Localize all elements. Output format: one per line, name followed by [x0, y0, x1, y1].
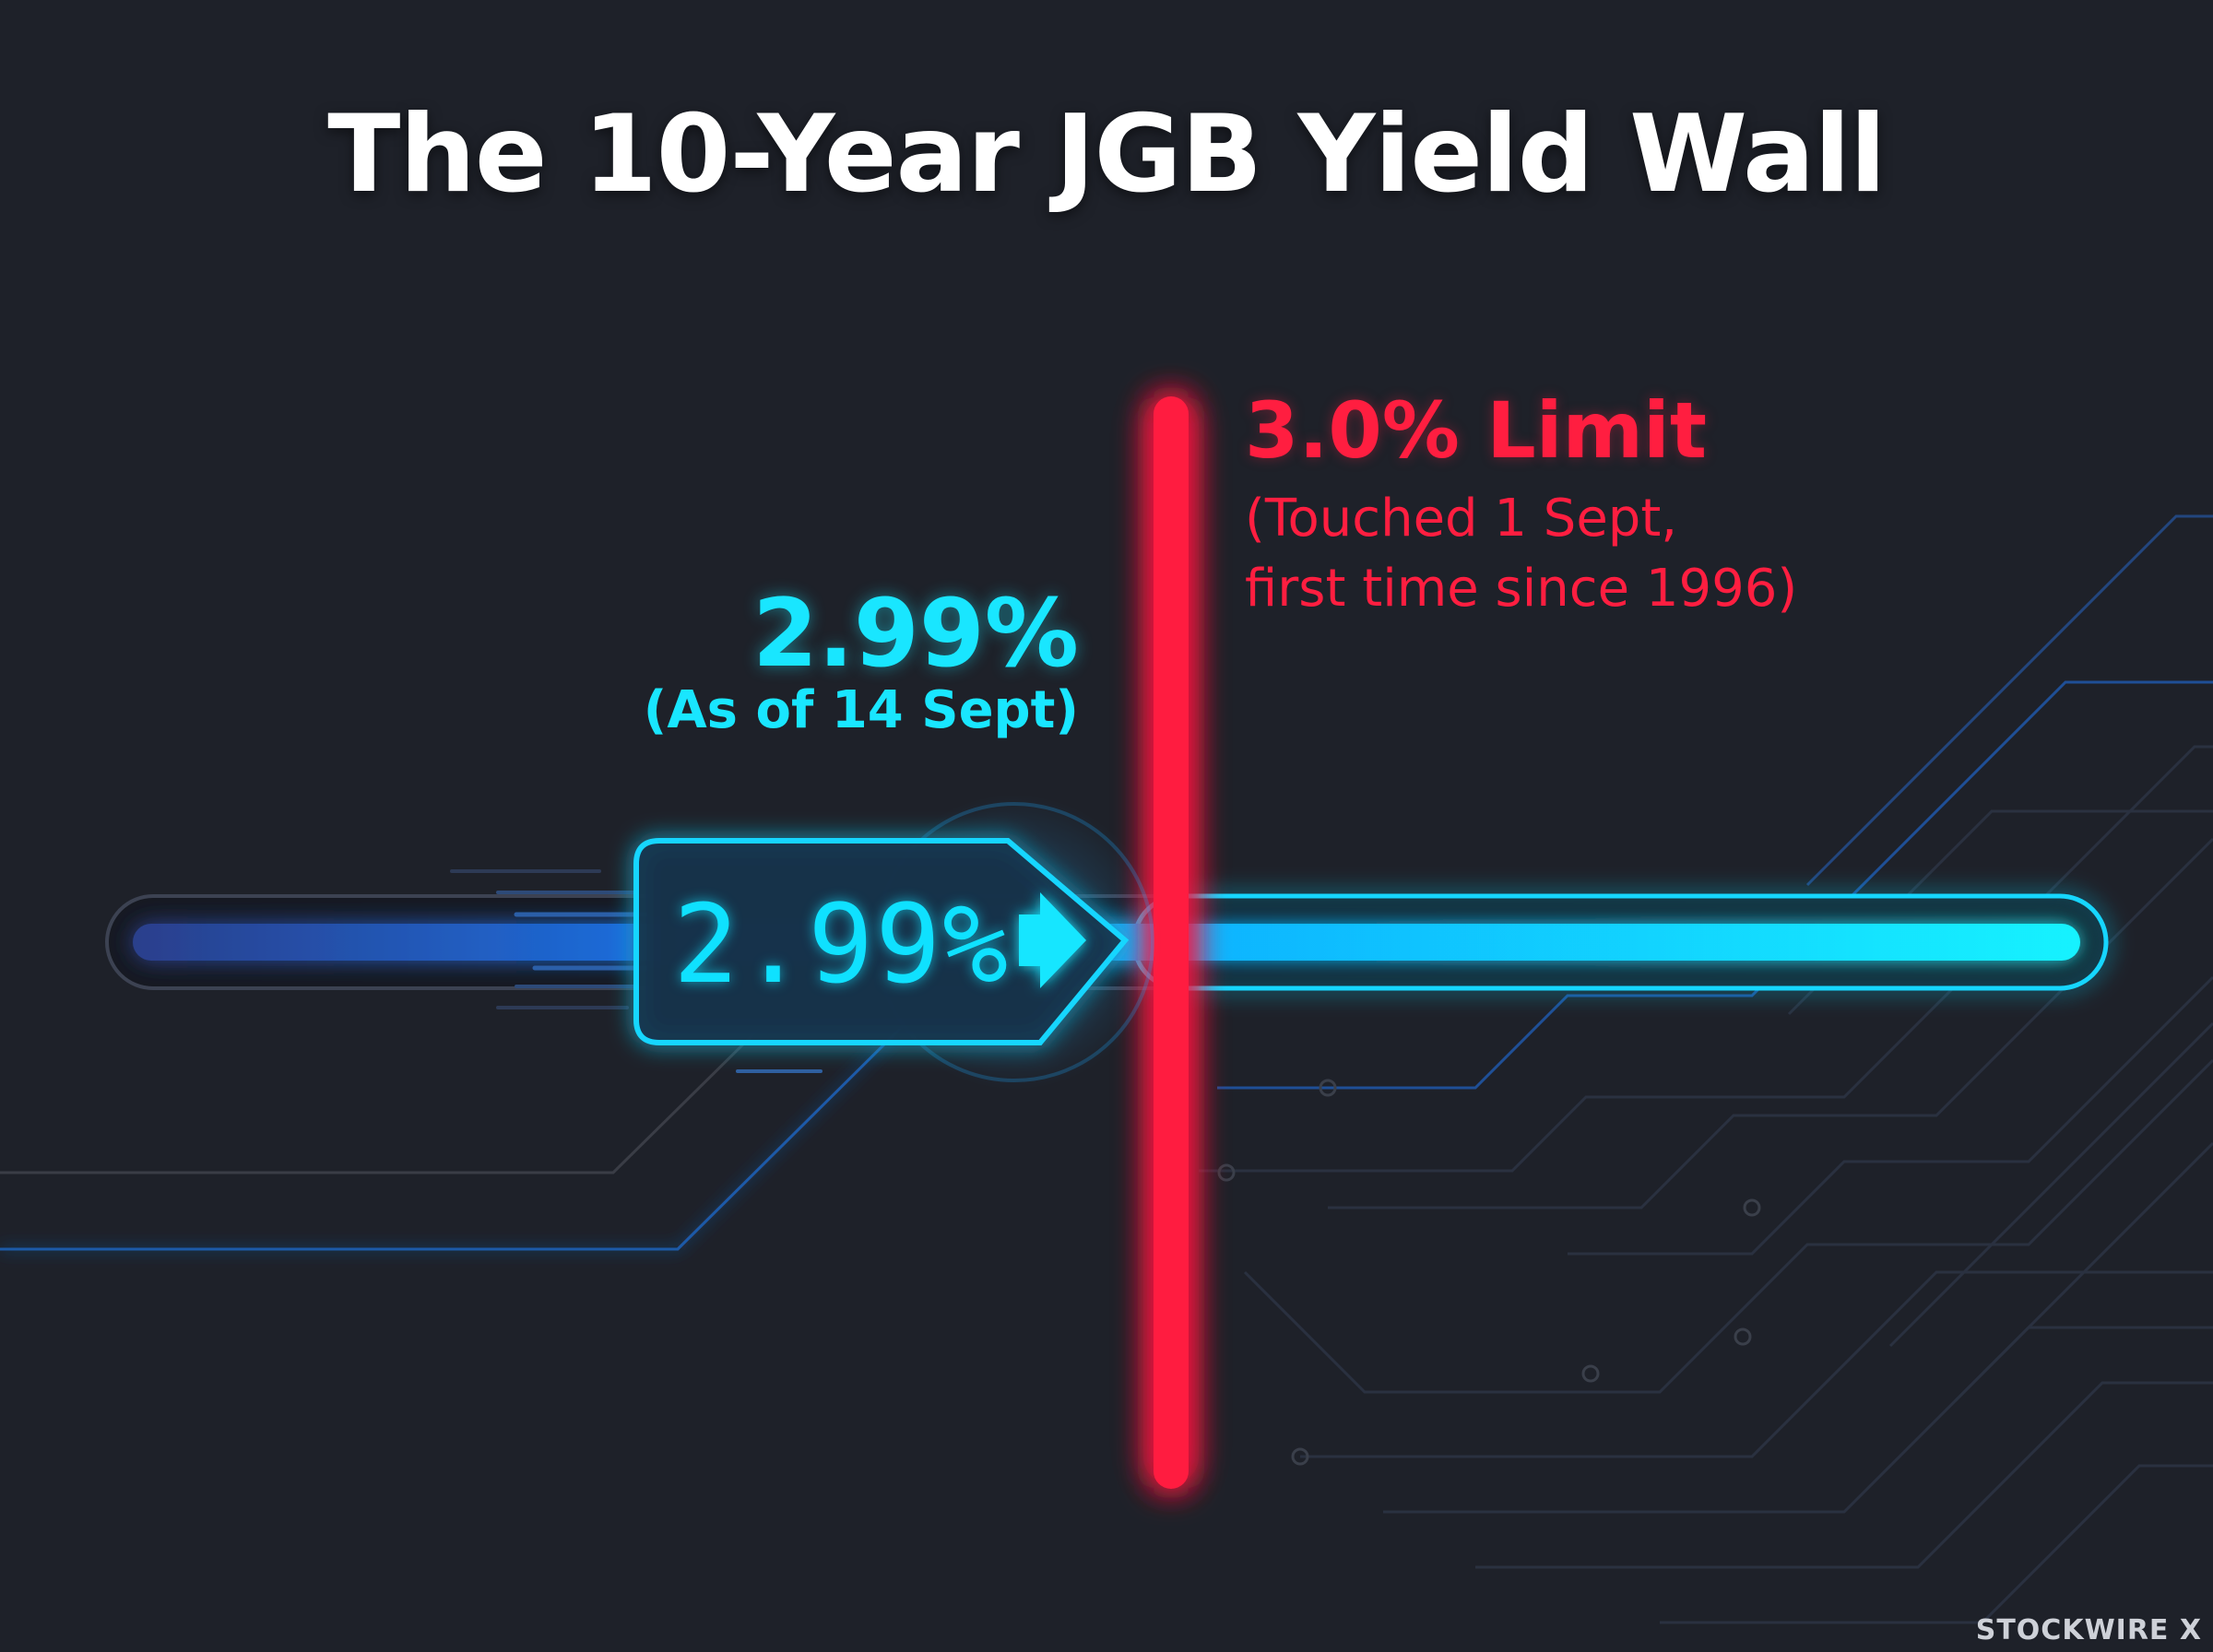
- circuit-line: [1243, 1058, 2213, 1394]
- current-value-note: (As of 14 Sept): [643, 680, 1079, 740]
- circuit-line: [1805, 514, 2213, 887]
- limit-wall-line: [1154, 396, 1189, 1489]
- limit-note-line-1: (Touched 1 Sept,: [1245, 489, 1678, 549]
- circuit-line: [1475, 1381, 2213, 1569]
- circuit-line: [1953, 1141, 2213, 1403]
- limit-note: (Touched 1 Sept, first time since 1996): [1245, 484, 1797, 624]
- page-title: The 10-Year JGB Yield Wall: [327, 92, 1887, 217]
- current-value-badge: [633, 795, 1162, 1090]
- circuit-node: [1734, 1328, 1752, 1346]
- circuit-background: [0, 514, 2213, 1624]
- right-arrow-icon: [1019, 892, 1086, 988]
- circuit-line: [1660, 1464, 2213, 1624]
- limit-value-label: 3.0% Limit: [1245, 385, 1708, 476]
- limit-note-line-2: first time since 1996): [1245, 559, 1798, 619]
- circuit-line: [0, 1023, 905, 1251]
- circuit-line: [1888, 1021, 2213, 1348]
- circuit-node: [1319, 1079, 1337, 1097]
- circuit-node: [1291, 1447, 1309, 1466]
- circuit-line: [1383, 1326, 2213, 1514]
- circuit-line: [1199, 745, 2213, 1173]
- brand-watermark: STOCKWIRE X: [1975, 1614, 2202, 1646]
- circuit-node: [1581, 1364, 1600, 1383]
- badge-value-text: 2.99%: [673, 880, 1011, 1008]
- circuit-node: [1743, 1198, 1761, 1217]
- circuit-line: [1300, 1270, 2213, 1458]
- circuit-nodes: [1217, 1079, 1761, 1466]
- limit-wall: [1143, 396, 1199, 1489]
- circuit-node: [1217, 1163, 1236, 1182]
- current-value-label: 2.99%: [752, 579, 1079, 689]
- badge-shape: [633, 838, 1130, 1045]
- circuit-line: [1568, 975, 2213, 1256]
- circuit-line: [1328, 837, 2213, 1210]
- circuit-line: [1217, 680, 2213, 1090]
- speed-lines: [450, 869, 822, 1073]
